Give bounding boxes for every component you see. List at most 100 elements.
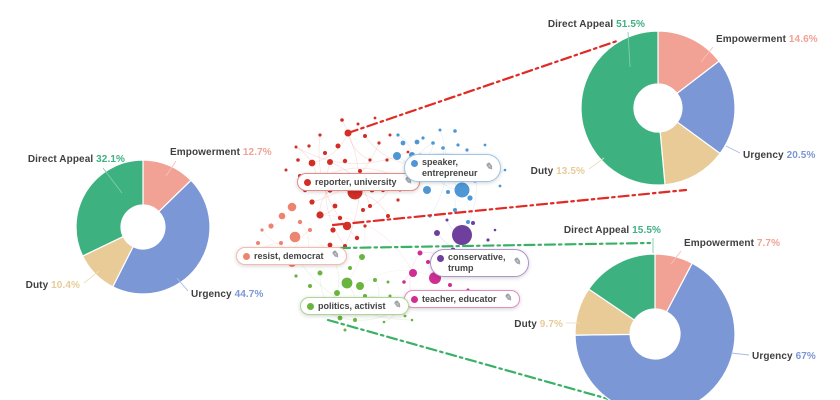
- dot-reporter-university[interactable]: [363, 224, 367, 228]
- dot-reporter-university[interactable]: [385, 158, 389, 162]
- edit-icon[interactable]: ✎: [403, 176, 412, 187]
- dot-politics-activist[interactable]: [373, 278, 377, 282]
- donut-left-slice-urgency[interactable]: [111, 179, 211, 295]
- dot-reporter-university[interactable]: [296, 158, 300, 162]
- donut-top-right-slice-urgency[interactable]: [676, 60, 736, 155]
- dot-reporter-university[interactable]: [316, 211, 324, 219]
- dot-conservative-trump[interactable]: [434, 230, 440, 236]
- dot-resist-democrat[interactable]: [308, 228, 312, 232]
- dot-conservative-trump[interactable]: [445, 218, 449, 222]
- dot-speaker-entrepreneur[interactable]: [454, 182, 470, 198]
- dot-politics-activist[interactable]: [317, 270, 323, 276]
- dot-reporter-university[interactable]: [406, 150, 410, 154]
- dot-politics-activist[interactable]: [353, 318, 357, 322]
- dot-conservative-trump[interactable]: [493, 228, 497, 232]
- cluster-label-teacher-educator[interactable]: teacher, educator ✎: [404, 290, 520, 308]
- dot-politics-activist[interactable]: [341, 277, 353, 289]
- dot-speaker-entrepreneur[interactable]: [393, 152, 401, 160]
- dot-speaker-entrepreneur[interactable]: [414, 139, 420, 145]
- dot-speaker-entrepreneur[interactable]: [465, 148, 469, 152]
- dot-speaker-entrepreneur[interactable]: [466, 220, 470, 224]
- dot-reporter-university[interactable]: [368, 204, 372, 208]
- dot-speaker-entrepreneur[interactable]: [438, 128, 442, 132]
- dot-teacher-educator[interactable]: [448, 283, 452, 287]
- dot-reporter-university[interactable]: [323, 151, 327, 155]
- dot-resist-democrat[interactable]: [289, 231, 301, 243]
- dot-politics-activist[interactable]: [386, 280, 390, 284]
- dot-resist-democrat[interactable]: [256, 241, 260, 245]
- dot-reporter-university[interactable]: [373, 116, 377, 120]
- dot-speaker-entrepreneur[interactable]: [498, 184, 502, 188]
- dot-reporter-university[interactable]: [342, 158, 348, 164]
- edit-icon[interactable]: ✎: [512, 256, 521, 268]
- dot-reporter-university[interactable]: [308, 159, 316, 167]
- dot-politics-activist[interactable]: [359, 254, 365, 260]
- donut-bottom-right-slice-urgency[interactable]: [574, 262, 736, 400]
- dot-speaker-entrepreneur[interactable]: [441, 146, 445, 150]
- dot-reporter-university[interactable]: [356, 122, 360, 126]
- dot-politics-activist[interactable]: [356, 282, 364, 290]
- dot-reporter-university[interactable]: [396, 198, 400, 202]
- cluster-label-speaker-entrepreneur[interactable]: speaker, entrepreneur ✎: [404, 154, 501, 182]
- dot-reporter-university[interactable]: [309, 199, 315, 205]
- cluster-label-conservative-trump[interactable]: conservative, trump ✎: [430, 249, 529, 277]
- donut-bottom-right-slice-direct-appeal[interactable]: [587, 253, 656, 321]
- dot-reporter-university[interactable]: [337, 215, 343, 221]
- dot-politics-activist[interactable]: [403, 314, 407, 318]
- edit-icon[interactable]: ✎: [330, 250, 339, 261]
- dot-teacher-educator[interactable]: [409, 269, 417, 277]
- dot-politics-activist[interactable]: [388, 294, 392, 298]
- dot-politics-activist[interactable]: [348, 266, 352, 270]
- dot-speaker-entrepreneur[interactable]: [456, 143, 460, 147]
- dot-speaker-entrepreneur[interactable]: [467, 195, 473, 201]
- donut-top-right-slice-direct-appeal[interactable]: [580, 30, 666, 186]
- dot-resist-democrat[interactable]: [297, 219, 303, 225]
- dot-teacher-educator[interactable]: [426, 260, 430, 264]
- dot-reporter-university[interactable]: [363, 134, 367, 138]
- dot-reporter-university[interactable]: [318, 133, 322, 137]
- cluster-label-resist-democrat[interactable]: resist, democrat ✎: [236, 247, 347, 265]
- dot-speaker-entrepreneur[interactable]: [400, 140, 406, 146]
- dot-reporter-university[interactable]: [327, 159, 333, 165]
- dot-reporter-university[interactable]: [335, 143, 341, 149]
- dot-teacher-educator[interactable]: [417, 250, 423, 256]
- dot-resist-democrat[interactable]: [287, 202, 297, 212]
- cluster-label-reporter-university[interactable]: reporter, university ✎: [297, 173, 420, 191]
- dot-speaker-entrepreneur[interactable]: [396, 133, 400, 137]
- dot-speaker-entrepreneur[interactable]: [453, 129, 457, 133]
- dot-reporter-university[interactable]: [284, 168, 288, 172]
- dot-reporter-university[interactable]: [294, 145, 298, 149]
- edit-icon[interactable]: ✎: [392, 300, 401, 311]
- dot-politics-activist[interactable]: [343, 328, 347, 332]
- dot-reporter-university[interactable]: [358, 169, 362, 173]
- dot-speaker-entrepreneur[interactable]: [503, 168, 507, 172]
- dot-conservative-trump[interactable]: [471, 221, 475, 225]
- dot-speaker-entrepreneur[interactable]: [421, 136, 425, 140]
- dot-reporter-university[interactable]: [307, 144, 311, 148]
- dot-reporter-university[interactable]: [388, 133, 392, 137]
- edit-icon[interactable]: ✎: [503, 293, 512, 304]
- cluster-label-politics-activist[interactable]: politics, activist ✎: [300, 297, 409, 315]
- dot-reporter-university[interactable]: [354, 235, 360, 241]
- dot-resist-democrat[interactable]: [279, 241, 283, 245]
- dot-conservative-trump[interactable]: [452, 225, 472, 245]
- dot-reporter-university[interactable]: [377, 141, 381, 145]
- dot-speaker-entrepreneur[interactable]: [453, 208, 457, 212]
- dot-teacher-educator[interactable]: [402, 280, 406, 284]
- dot-reporter-university[interactable]: [332, 203, 338, 209]
- dot-resist-democrat[interactable]: [268, 223, 274, 229]
- dot-speaker-entrepreneur[interactable]: [423, 186, 431, 194]
- dot-politics-activist[interactable]: [382, 320, 386, 324]
- dot-reporter-university[interactable]: [386, 214, 390, 218]
- dot-reporter-university[interactable]: [330, 227, 336, 233]
- dot-speaker-entrepreneur[interactable]: [446, 190, 450, 194]
- dot-reporter-university[interactable]: [327, 242, 333, 248]
- dot-politics-activist[interactable]: [410, 318, 414, 322]
- dot-reporter-university[interactable]: [361, 208, 365, 212]
- edit-icon[interactable]: ✎: [484, 161, 493, 173]
- dot-conservative-trump[interactable]: [486, 238, 490, 242]
- dot-resist-democrat[interactable]: [260, 228, 264, 232]
- dot-politics-activist[interactable]: [334, 290, 340, 296]
- dot-speaker-entrepreneur[interactable]: [431, 141, 435, 145]
- dot-reporter-university[interactable]: [340, 118, 344, 122]
